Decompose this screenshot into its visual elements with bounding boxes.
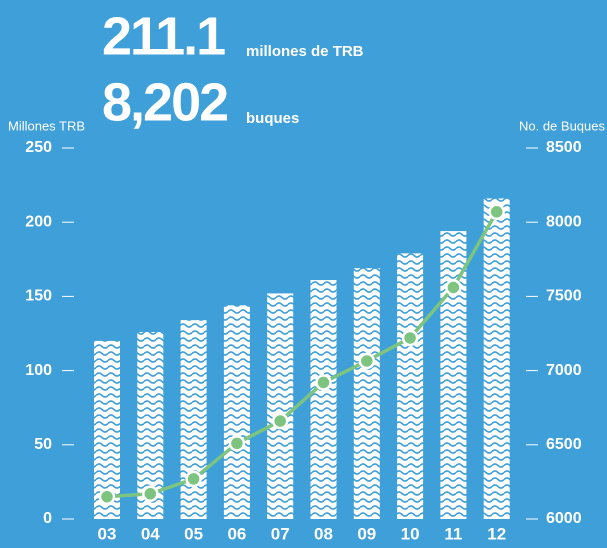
y2-tick-label: 7500 (546, 288, 582, 305)
y-tick-label: 100 (25, 362, 52, 379)
headline-value: 211.1 (102, 6, 225, 66)
bar (483, 198, 510, 519)
y-tick-label: 0 (43, 510, 52, 527)
headline-unit: buques (246, 110, 299, 127)
headline-value: 8,202 (102, 72, 227, 132)
x-tick-label: 04 (141, 524, 160, 543)
headline-unit: millones de TRB (246, 43, 364, 60)
x-tick-label: 05 (184, 524, 203, 543)
point (185, 470, 202, 488)
x-tick-label: 09 (357, 524, 376, 543)
y2-tick-label: 6000 (546, 510, 582, 527)
y2-tick-label: 6500 (546, 436, 582, 453)
y-tick-label: 150 (25, 288, 52, 305)
line (106, 210, 499, 499)
point (401, 329, 419, 347)
point (445, 279, 462, 296)
point (98, 488, 116, 505)
point (358, 352, 376, 370)
bar (180, 320, 207, 519)
bar (353, 268, 380, 519)
y-tick-label: 200 (25, 213, 52, 230)
point (142, 485, 159, 503)
x-tick-label: 03 (98, 524, 117, 543)
y-axis-title: Millones TRB (8, 118, 85, 133)
x-tick-label: 08 (314, 524, 333, 543)
bar (440, 231, 467, 519)
bar (267, 293, 294, 519)
bar (397, 253, 424, 519)
point (315, 374, 332, 391)
y2-tick-label: 8000 (546, 213, 582, 230)
bar (223, 305, 250, 519)
y2-tick-label: 7000 (546, 362, 582, 379)
x-tick-label: 12 (487, 524, 506, 543)
x-tick-label: 06 (227, 524, 246, 543)
point (488, 203, 505, 221)
point (271, 412, 289, 430)
x-tick-label: 11 (444, 524, 462, 543)
y2-tick-label: 8500 (546, 139, 582, 156)
point (228, 435, 246, 452)
bar (310, 280, 337, 519)
y-tick-label: 250 (25, 139, 52, 156)
x-tick-label: 10 (401, 524, 420, 543)
y2-axis-title: No. de Buques (519, 118, 606, 133)
x-tick-label: 07 (271, 524, 290, 543)
y-tick-label: 50 (34, 436, 52, 453)
